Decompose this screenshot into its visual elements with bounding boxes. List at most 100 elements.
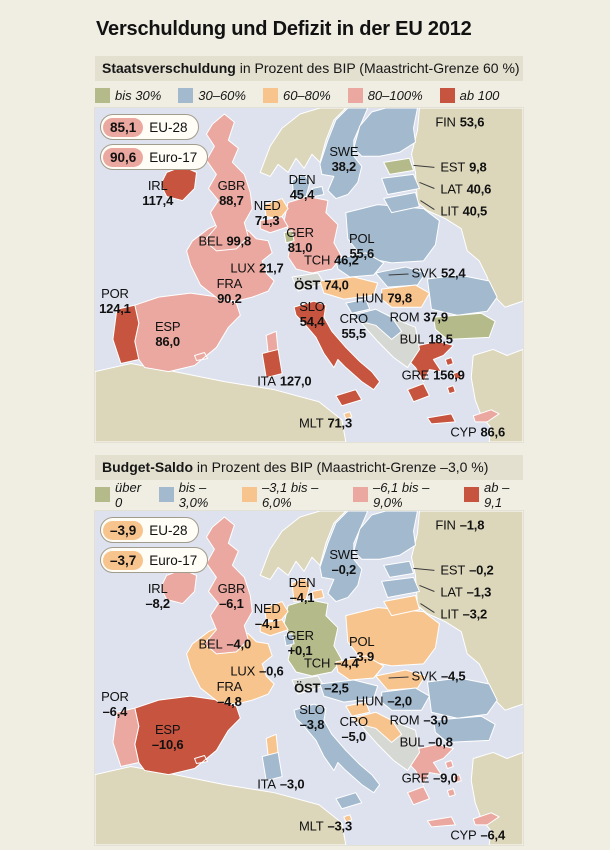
country-value: –0,2 bbox=[331, 562, 357, 578]
country-value: 45,4 bbox=[289, 187, 315, 203]
country-code: MLT bbox=[299, 415, 324, 431]
legend-item: –6,1 bis –9,0% bbox=[352, 479, 455, 510]
section-header-budget-bold: Budget-Saldo bbox=[102, 459, 193, 475]
country-shape-DEN bbox=[291, 576, 325, 603]
country-shape-ITA bbox=[261, 300, 381, 407]
country-label-SWE: SWE –0,2 bbox=[329, 547, 358, 577]
country-code: LAT bbox=[440, 584, 463, 600]
country-code: ESP bbox=[154, 319, 181, 335]
country-label-IRL: IRL 117,4 bbox=[142, 178, 173, 208]
country-code: LUX bbox=[230, 260, 256, 276]
country-label-LAT: LAT –1,3 bbox=[440, 585, 491, 600]
country-label-GER: GER +0,1 bbox=[286, 628, 314, 658]
country-value: 46,2 bbox=[334, 252, 359, 268]
country-shape-CYP bbox=[472, 812, 500, 826]
country-label-BUL: BUL 18,5 bbox=[400, 332, 453, 347]
country-code: POR bbox=[101, 286, 129, 302]
country-value: –4,1 bbox=[289, 590, 315, 606]
country-label-ROM: ROM 37,9 bbox=[390, 310, 448, 325]
country-shape-GBR bbox=[203, 516, 253, 655]
badge-eu28-label: EU-28 bbox=[149, 119, 188, 135]
leader-line bbox=[419, 181, 435, 189]
legend-swatch-icon bbox=[352, 487, 368, 502]
country-label-NED: NED 71,3 bbox=[254, 198, 281, 228]
country-value: –3,3 bbox=[327, 818, 352, 834]
country-shape-DEN bbox=[291, 173, 325, 200]
country-shape-EST bbox=[383, 157, 415, 175]
country-value: 117,4 bbox=[142, 193, 174, 209]
country-shape-CRO bbox=[351, 711, 403, 743]
legend-item: –3,1 bis –6,0% bbox=[241, 479, 344, 510]
country-shape-FIN bbox=[353, 108, 418, 157]
country-shape-MLT bbox=[343, 814, 353, 823]
legend-label: –6,1 bis –9,0% bbox=[372, 479, 430, 510]
country-label-SVK: SVK 52,4 bbox=[412, 265, 466, 280]
country-value: –4,8 bbox=[217, 694, 242, 709]
country-shape-TCH bbox=[335, 252, 385, 278]
country-value: 71,3 bbox=[327, 415, 352, 431]
section-header-budget: Budget-Saldo in Prozent des BIP (Maastri… bbox=[95, 455, 523, 480]
legend-swatch-icon bbox=[464, 487, 479, 502]
country-shape-SLO bbox=[345, 298, 371, 314]
legend-swatch-icon bbox=[439, 88, 455, 103]
country-shape-ÖST bbox=[319, 276, 379, 300]
country-code: SWE bbox=[329, 144, 359, 160]
country-code: FIN bbox=[435, 517, 456, 533]
country-shape-BEL bbox=[259, 216, 289, 234]
country-label-BUL: BUL –0,8 bbox=[400, 735, 453, 750]
legend-item: 60–80% bbox=[262, 88, 331, 103]
country-code: SWE bbox=[329, 547, 359, 563]
landmass-norway bbox=[259, 511, 347, 580]
country-label-GRE: GRE 156,9 bbox=[402, 367, 465, 382]
country-code: GBR bbox=[217, 178, 246, 194]
legend-item: bis –3,0% bbox=[158, 479, 233, 510]
country-value: 55,5 bbox=[341, 326, 367, 342]
country-shape-SVK bbox=[375, 669, 426, 691]
legend-swatch-icon bbox=[241, 487, 257, 502]
country-code: EST bbox=[440, 562, 466, 578]
country-code: ROM bbox=[389, 712, 420, 728]
badge-euro17-value: 90,6 bbox=[103, 147, 144, 167]
country-code: GBR bbox=[217, 581, 246, 597]
country-code: ITA bbox=[257, 373, 276, 389]
country-shape-POR bbox=[112, 304, 140, 365]
country-code: DEN bbox=[288, 172, 316, 188]
country-code: POL bbox=[349, 633, 375, 649]
country-value: –9,0 bbox=[433, 770, 458, 786]
badge-eu28-value: –3,9 bbox=[103, 520, 144, 540]
country-label-LIT: LIT –3,2 bbox=[440, 606, 487, 621]
country-value: 38,2 bbox=[331, 159, 357, 175]
country-label-SVK: SVK –4,5 bbox=[412, 668, 466, 683]
country-code: ROM bbox=[389, 309, 420, 325]
landmass-west-balkans bbox=[361, 318, 420, 369]
country-shape-FIN bbox=[353, 511, 418, 560]
country-code: NED bbox=[253, 600, 281, 616]
country-code: POL bbox=[349, 230, 375, 246]
country-shape-SVK bbox=[375, 266, 426, 288]
leader-line bbox=[420, 200, 435, 211]
country-label-HUN: HUN –2,0 bbox=[356, 694, 412, 709]
country-label-BEL: BEL –4,0 bbox=[199, 636, 252, 651]
country-label-POL: POL –3,9 bbox=[349, 633, 375, 664]
country-code: HUN bbox=[355, 693, 384, 709]
section-header-debt: Staatsverschuldung in Prozent des BIP (M… bbox=[95, 56, 523, 81]
country-code: SVK bbox=[411, 668, 438, 684]
country-shape-GRE bbox=[405, 340, 462, 425]
legend-label: –3,1 bis –6,0% bbox=[261, 479, 319, 510]
country-shape-CRO bbox=[351, 308, 403, 340]
leader-line bbox=[420, 603, 435, 614]
landmass-west-balkans bbox=[361, 721, 420, 772]
legend-label: bis –3,0% bbox=[178, 479, 209, 510]
country-shape-ROM bbox=[426, 677, 498, 719]
country-value: 55,6 bbox=[349, 245, 375, 261]
country-code: GER bbox=[286, 224, 314, 240]
page-title: Verschuldung und Defizit in der EU 2012 bbox=[96, 18, 472, 40]
country-code: HUN bbox=[355, 290, 384, 306]
country-label-DEN: DEN –4,1 bbox=[289, 575, 316, 605]
country-code: SLO bbox=[299, 299, 325, 315]
country-value: 86,6 bbox=[480, 424, 505, 440]
country-value: 37,9 bbox=[423, 309, 448, 325]
country-label-GER: GER 81,0 bbox=[286, 225, 314, 255]
legend-label: 60–80% bbox=[282, 88, 331, 103]
country-code: ÖST bbox=[294, 277, 321, 293]
